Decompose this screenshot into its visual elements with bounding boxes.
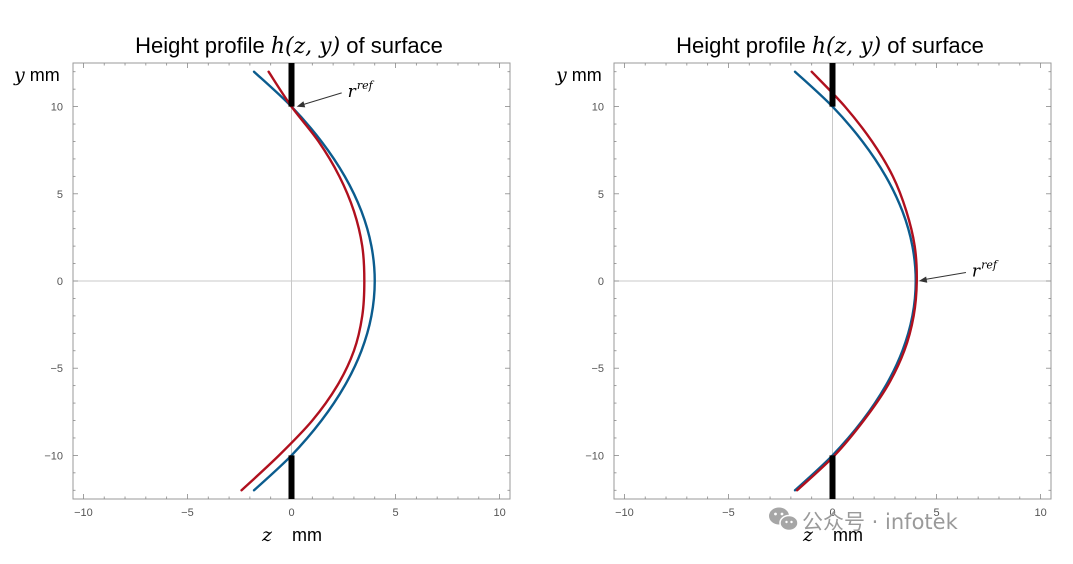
series-line-red — [795, 70, 919, 492]
chart-title-left: Height profile h(z, y) of surface — [135, 33, 443, 59]
plot-area-right: −10 −5 0 5 10 −10 −5 0 5 10 rref — [585, 62, 1052, 519]
y-tick-label: −10 — [585, 450, 604, 462]
x-tick-label: 0 — [829, 507, 835, 519]
y-tick-label: 10 — [592, 102, 604, 114]
y-tick-label: 0 — [598, 276, 604, 288]
y-tick-label: 10 — [51, 102, 63, 114]
series-line-blue — [252, 70, 376, 492]
y-tick-label: 5 — [57, 189, 63, 201]
watermark-text: 公众号 · infotek — [802, 510, 959, 534]
wechat-icon — [769, 507, 799, 532]
x-tick-label: 10 — [493, 507, 505, 519]
x-tick-label: −10 — [615, 507, 634, 519]
x-tick-label: −5 — [722, 507, 735, 519]
annotation-arrow-head — [918, 276, 928, 283]
y-tick-label: 0 — [57, 276, 63, 288]
x-axis-label-right: z mm — [802, 524, 863, 546]
y-tick-label: −10 — [44, 450, 63, 462]
watermark: 公众号 · infotek — [769, 507, 959, 534]
x-axis-label-left: z mm — [261, 524, 322, 546]
x-tick-label: 5 — [933, 507, 939, 519]
y-tick-label: −5 — [50, 363, 63, 375]
plot-area-left: −10 −5 0 5 10 −10 −5 0 5 10 rref — [44, 62, 511, 519]
annotation-arrow-line — [921, 272, 967, 281]
x-tick-label: 0 — [288, 507, 294, 519]
y-tick-label: −5 — [591, 363, 604, 375]
annotation-label: rref — [972, 259, 999, 282]
x-tick-label: 5 — [392, 507, 398, 519]
x-tick-label: −5 — [181, 507, 194, 519]
annotation-arrow-line — [299, 92, 342, 107]
x-tick-label: 10 — [1034, 507, 1046, 519]
y-axis-label-left: y mm — [13, 64, 60, 86]
chart-title-right: Height profile h(z, y) of surface — [676, 33, 984, 59]
series-line-red — [240, 70, 366, 492]
x-tick-label: −10 — [74, 507, 93, 519]
annotation-label: rref — [348, 79, 375, 102]
y-axis-label-right: y mm — [555, 64, 602, 86]
y-tick-label: 5 — [598, 189, 604, 201]
annotation-arrow-head — [296, 101, 306, 108]
